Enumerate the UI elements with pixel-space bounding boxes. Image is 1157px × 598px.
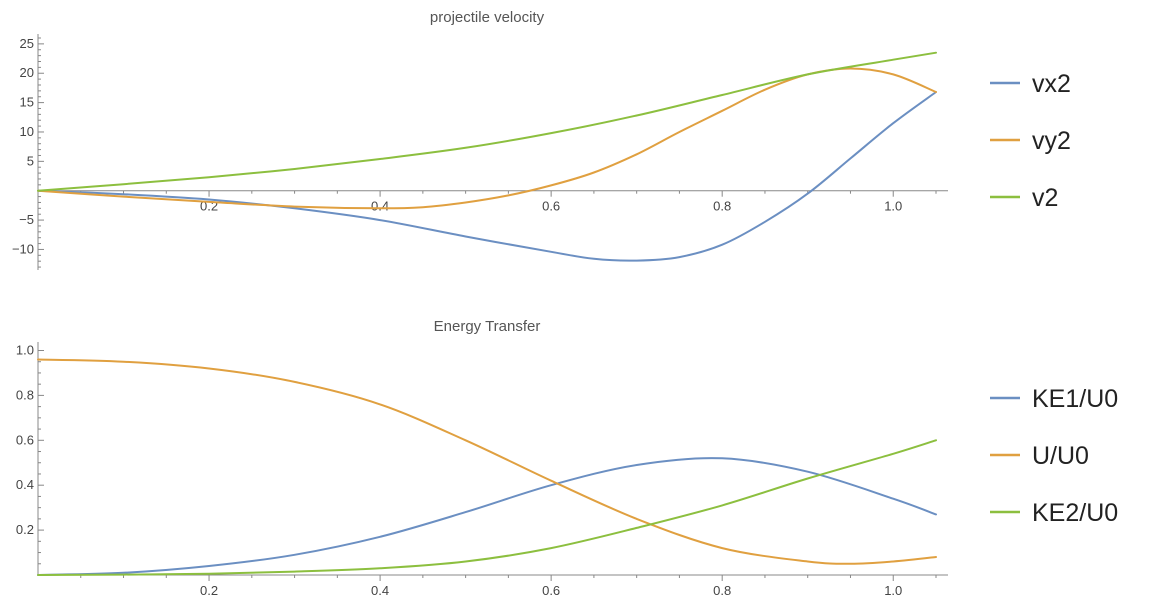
y-tick-label: 1.0 <box>16 342 34 357</box>
energy-chart: Energy Transfer 0.2 0.4 0.6 0.8 1.0 1.0 0.8 0.6… <box>16 318 948 598</box>
y-tick-label: 25 <box>20 36 34 51</box>
legend-label: v2 <box>1032 184 1058 212</box>
legend-item: U/U0 <box>990 442 1089 470</box>
y-tick-label: −10 <box>12 241 34 256</box>
x-tick-label: 0.4 <box>371 583 389 598</box>
series-line-vx2 <box>37 91 937 262</box>
legend-label: U/U0 <box>1032 442 1089 470</box>
x-tick-label: 0.8 <box>713 199 731 214</box>
x-tick-label: 1.0 <box>884 199 902 214</box>
x-tick-label: 0.2 <box>200 583 218 598</box>
y-tick-label: 0.8 <box>16 387 34 402</box>
y-tick-label: −5 <box>19 212 34 227</box>
y-tick-label: 15 <box>20 95 34 110</box>
energy-legend: KE1/U0 U/U0 KE2/U0 <box>990 385 1118 527</box>
y-tick-label: 10 <box>20 124 34 139</box>
legend-item: v2 <box>990 184 1058 212</box>
legend-item: vy2 <box>990 127 1071 155</box>
x-tick-label: 1.0 <box>884 583 902 598</box>
y-tick-label: 20 <box>20 65 34 80</box>
series-line-u-u0 <box>37 358 937 565</box>
legend-label: vy2 <box>1032 127 1071 155</box>
x-tick-label: 0.8 <box>713 583 731 598</box>
series-line-ke1-u0 <box>37 457 937 576</box>
series-line-vy2 <box>37 67 937 210</box>
legend-label: vx2 <box>1032 70 1071 98</box>
y-tick-label: 5 <box>27 153 34 168</box>
legend-label: KE2/U0 <box>1032 499 1118 527</box>
chart-title: projectile velocity <box>430 9 545 26</box>
y-tick-label: 0.4 <box>16 477 34 492</box>
series-line-v2 <box>37 51 937 192</box>
chart-title: Energy Transfer <box>434 318 541 335</box>
legend-item: KE1/U0 <box>990 385 1118 413</box>
y-tick-label: 0.6 <box>16 432 34 447</box>
legend-label: KE1/U0 <box>1032 385 1118 413</box>
legend-item: KE2/U0 <box>990 499 1118 527</box>
velocity-chart: projectile velocity 0.2 0.4 0.6 0.8 1.025201… <box>12 9 948 270</box>
velocity-legend: vx2 vy2 v2 <box>990 70 1071 212</box>
x-tick-label: 0.6 <box>542 199 560 214</box>
y-tick-label: 0.2 <box>16 522 34 537</box>
x-tick-label: 0.6 <box>542 583 560 598</box>
x-tick-label: 0.4 <box>371 199 389 214</box>
series-line-ke2-u0 <box>37 439 937 576</box>
legend-item: vx2 <box>990 70 1071 98</box>
